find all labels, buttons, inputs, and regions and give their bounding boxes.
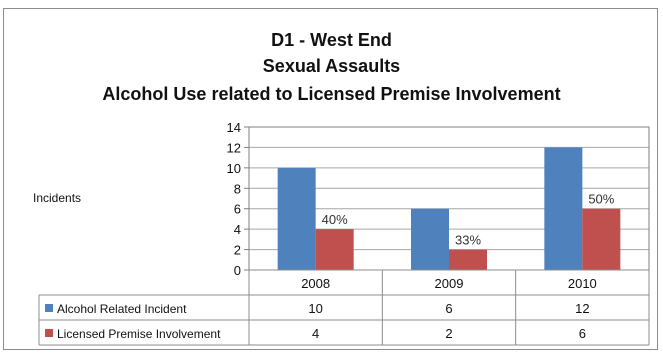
y-tick-label: 14 — [227, 120, 241, 135]
bar-licensed-2010 — [582, 208, 621, 270]
table-cell-value: 10 — [308, 301, 322, 316]
legend-label: Licensed Premise Involvement — [57, 327, 221, 341]
legend-swatch — [45, 329, 53, 337]
table-cell-value: 4 — [312, 326, 319, 341]
bar-licensed-2008 — [315, 229, 354, 270]
x-tick-label: 2009 — [435, 276, 464, 291]
y-tick-label: 12 — [227, 140, 241, 155]
data-label: 33% — [455, 233, 481, 248]
legend-swatch — [45, 304, 53, 312]
table-cell-value: 12 — [575, 301, 589, 316]
bar-alcohol-2008 — [277, 167, 316, 270]
legend-label: Alcohol Related Incident — [57, 302, 187, 316]
chart-title-line-1: D1 - West End — [271, 30, 392, 50]
table-cell-value: 6 — [445, 301, 452, 316]
y-tick-label: 4 — [234, 222, 241, 237]
bar-alcohol-2010 — [544, 147, 583, 270]
y-tick-label: 6 — [234, 202, 241, 217]
y-tick-label: 8 — [234, 181, 241, 196]
y-tick-label: 0 — [234, 263, 241, 278]
chart-title-line-3: Alcohol Use related to Licensed Premise … — [102, 84, 561, 104]
y-tick-label: 10 — [227, 161, 241, 176]
data-label: 40% — [322, 212, 348, 227]
x-tick-label: 2010 — [568, 276, 597, 291]
y-tick-label: 2 — [234, 243, 241, 258]
x-tick-label: 2008 — [301, 276, 330, 291]
table-cell-value: 2 — [445, 326, 452, 341]
chart-title-line-2: Sexual Assaults — [262, 56, 401, 76]
y-axis-label: Incidents — [33, 191, 82, 205]
table-cell-value: 6 — [579, 326, 586, 341]
bar-alcohol-2009 — [411, 208, 449, 270]
data-label: 50% — [588, 192, 614, 207]
bar-licensed-2009 — [449, 249, 487, 270]
